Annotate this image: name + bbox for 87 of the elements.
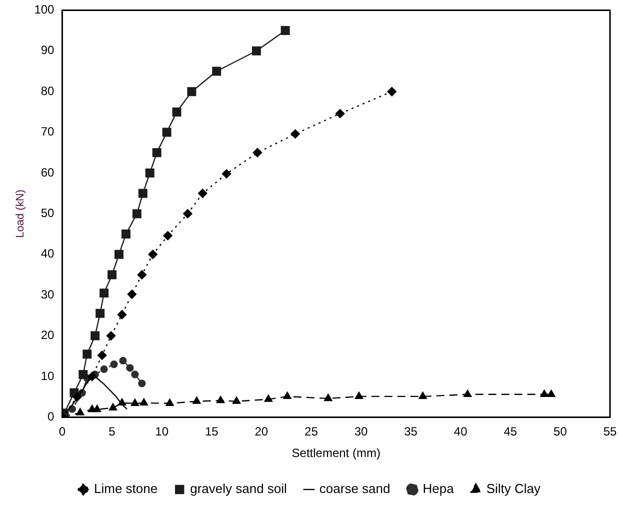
x-tick-label: 25 <box>304 424 318 439</box>
point <box>152 148 162 158</box>
point <box>547 390 556 398</box>
point <box>264 394 272 402</box>
point <box>212 66 222 76</box>
point <box>387 87 396 96</box>
point <box>183 209 192 218</box>
point <box>198 188 208 198</box>
point <box>90 331 100 340</box>
point <box>130 398 139 406</box>
point <box>418 392 427 400</box>
point <box>131 370 139 378</box>
point <box>138 188 148 198</box>
point <box>283 392 292 400</box>
point <box>280 26 290 36</box>
point <box>354 392 364 400</box>
point <box>119 356 127 364</box>
x-tick-label: 5 <box>108 424 116 439</box>
point <box>216 396 225 404</box>
point <box>100 365 108 373</box>
point <box>82 350 92 359</box>
x-tick-label: 55 <box>603 424 617 439</box>
point <box>137 270 146 280</box>
y-tick-label: 80 <box>40 84 55 98</box>
x-tick-label: 35 <box>404 424 418 439</box>
point <box>290 129 300 139</box>
point <box>76 408 84 416</box>
point <box>252 46 261 56</box>
point <box>187 87 196 96</box>
point <box>335 108 345 118</box>
x-tick-label: 10 <box>155 424 169 439</box>
point <box>324 394 332 402</box>
point <box>126 364 134 372</box>
x-tick-label: 0 <box>58 424 66 439</box>
x-axis-title: Settlement (mm) <box>292 446 380 460</box>
y-tick-label: 30 <box>40 287 55 302</box>
point <box>162 128 172 137</box>
point <box>166 398 174 406</box>
y-tick-label: 100 <box>34 2 55 17</box>
legend-label: coarse sand <box>319 481 390 496</box>
legend-label: gravely sand soil <box>190 481 288 496</box>
point <box>140 398 148 406</box>
legend-label: Hepa <box>422 481 455 496</box>
point <box>110 360 118 368</box>
x-tick-label: 15 <box>204 424 219 439</box>
y-tick-label: 10 <box>40 368 55 383</box>
point <box>72 392 82 402</box>
y-tick-label: 90 <box>40 43 55 58</box>
point <box>97 350 107 360</box>
point <box>106 331 116 340</box>
y-tick-label: 40 <box>40 246 55 261</box>
point <box>464 390 472 398</box>
point <box>108 270 117 280</box>
x-tick-label: 40 <box>454 424 468 439</box>
point <box>100 288 109 298</box>
point <box>148 250 158 259</box>
point <box>78 370 88 379</box>
x-tick-label: 30 <box>354 424 368 439</box>
point <box>232 396 241 404</box>
point <box>93 404 102 412</box>
point <box>127 290 137 299</box>
x-tick-label: 50 <box>554 424 568 439</box>
x-tick-label: 20 <box>254 424 268 439</box>
point <box>222 169 232 178</box>
y-tick-label: 20 <box>40 328 55 342</box>
legend-label: Silty Clay <box>486 481 541 496</box>
point <box>108 403 118 410</box>
point <box>252 148 262 158</box>
point <box>540 390 548 398</box>
x-tick-label: 45 <box>504 424 518 439</box>
point <box>114 250 124 259</box>
point <box>163 231 172 240</box>
legend-label: Lime stone <box>94 481 158 496</box>
point <box>132 209 142 218</box>
y-tick-label: 50 <box>40 206 55 220</box>
point <box>96 308 105 318</box>
point <box>117 310 127 320</box>
y-tick-label: 70 <box>40 124 55 139</box>
y-axis-title: Load (kN) <box>14 190 27 238</box>
y-tick-label: 0 <box>48 410 55 424</box>
point <box>192 396 201 404</box>
point <box>145 168 154 178</box>
point <box>121 230 130 239</box>
y-tick-label: 60 <box>40 165 55 180</box>
point <box>88 372 97 382</box>
point <box>138 380 146 388</box>
point <box>172 107 182 116</box>
